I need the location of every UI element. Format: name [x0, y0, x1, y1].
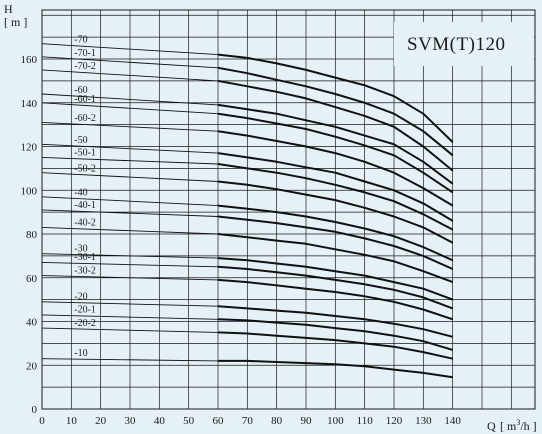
pump-curve [217, 215, 454, 270]
pump-curve [217, 257, 454, 301]
x-tick-label: 90 [300, 415, 312, 427]
curve-extension [41, 93, 219, 106]
x-tick-label: 120 [386, 415, 403, 427]
series-label: -50-1 [74, 148, 96, 159]
x-tick-label: 70 [242, 415, 254, 427]
pump-curve [217, 152, 454, 222]
pump-curve [217, 103, 454, 185]
curve-extension [41, 275, 219, 281]
pump-curve [217, 180, 454, 244]
curve-extension [41, 172, 219, 182]
series-label: -30-1 [74, 252, 96, 263]
series-label: -60-1 [74, 94, 96, 105]
series-label: -60 [74, 85, 87, 96]
y-tick-label: 80 [26, 229, 38, 241]
x-tick-label: 110 [357, 415, 374, 427]
pump-curve [217, 66, 454, 157]
tick-labels: 0 10 20 30 40 50 60 70 80 90 100 110 120 130 140 0 20 40 6… [21, 54, 462, 427]
pump-curve [217, 305, 453, 338]
y-tick-label: 160 [21, 54, 38, 66]
x-tick-label: 0 [39, 415, 45, 427]
pump-curve [217, 265, 454, 310]
curve-extension [41, 253, 219, 259]
x-axis-unit-post: /h ] [520, 419, 536, 433]
x-tick-label: 140 [444, 415, 461, 427]
series-label: -70-1 [74, 48, 96, 59]
x-axis-unit-pre: [ m [500, 419, 517, 433]
x-axis-label: Q [487, 419, 496, 433]
series-label: -70-2 [74, 61, 96, 72]
plot-frame [41, 9, 536, 410]
curve-extension [41, 358, 219, 362]
series-label: -40 [74, 187, 87, 198]
y-tick-label: 120 [21, 142, 38, 154]
x-tick-label: 30 [124, 415, 136, 427]
series-label: -50 [74, 135, 87, 146]
pump-curve [217, 163, 454, 231]
x-tick-label: 20 [95, 415, 107, 427]
curve-extension [41, 226, 219, 235]
y-axis-unit: [ m ] [4, 15, 27, 29]
y-tick-label: 60 [26, 273, 38, 285]
x-tick-label: 40 [154, 415, 166, 427]
series-label: -60-2 [74, 113, 96, 124]
series-label: -30 [74, 243, 87, 254]
curve-extension [41, 314, 219, 320]
x-tick-label: 10 [66, 415, 78, 427]
series-label: -10 [74, 348, 87, 359]
x-tick-label: 80 [271, 415, 283, 427]
series-label: -40-1 [74, 200, 96, 211]
pump-curve [217, 204, 454, 262]
grid [41, 9, 536, 410]
series-label: -20 [74, 292, 87, 303]
curve-extension [41, 43, 219, 56]
x-tick-label: 100 [327, 415, 344, 427]
curve-extension [41, 301, 219, 307]
y-tick-label: 20 [26, 360, 38, 372]
curve-extension [41, 261, 219, 268]
curve-extension [41, 102, 219, 115]
series-label: -20-2 [74, 318, 96, 329]
series-label: -70 [74, 35, 87, 46]
pump-curve [217, 112, 454, 194]
x-axis-unit: [ m3/h ] [500, 418, 537, 433]
curve-extension [41, 143, 219, 154]
pump-curve [217, 79, 454, 172]
curves [41, 43, 454, 379]
x-tick-label: 50 [183, 415, 195, 427]
x-axis-unit-sup: 3 [516, 418, 520, 427]
curve-extension [41, 121, 219, 132]
curve-extension [41, 156, 219, 165]
pump-curve [217, 233, 454, 284]
series-label: -20-1 [74, 305, 96, 316]
pump-curve [217, 318, 453, 351]
curve-extension [41, 327, 219, 333]
x-tick-label: 60 [212, 415, 224, 427]
pump-curve [218, 359, 453, 379]
y-axis-label: H [4, 2, 13, 16]
curve-extension [41, 196, 219, 207]
x-tick-label: 130 [415, 415, 432, 427]
pump-curve [217, 278, 454, 321]
series-labels: -70 -70-1 -70-2 -60-60-1 -60-2 -50 -50-1 -50-2 -… [74, 35, 96, 359]
series-label: -30-2 [74, 265, 96, 276]
title-box [394, 22, 534, 66]
y-tick-label: 0 [32, 404, 38, 416]
series-label: -50-2 [74, 163, 96, 174]
curve-extension [41, 69, 219, 82]
chart-title: SVM(T)120 [407, 34, 505, 55]
pump-curve [217, 53, 454, 143]
y-tick-label: 140 [21, 98, 38, 110]
curve-extension [41, 209, 219, 217]
pump-curve [217, 130, 454, 207]
curve-extension [41, 56, 219, 69]
series-label: -40-2 [74, 218, 96, 229]
y-tick-label: 40 [26, 317, 38, 329]
pump-curve [217, 331, 453, 360]
y-tick-label: 100 [21, 185, 38, 197]
